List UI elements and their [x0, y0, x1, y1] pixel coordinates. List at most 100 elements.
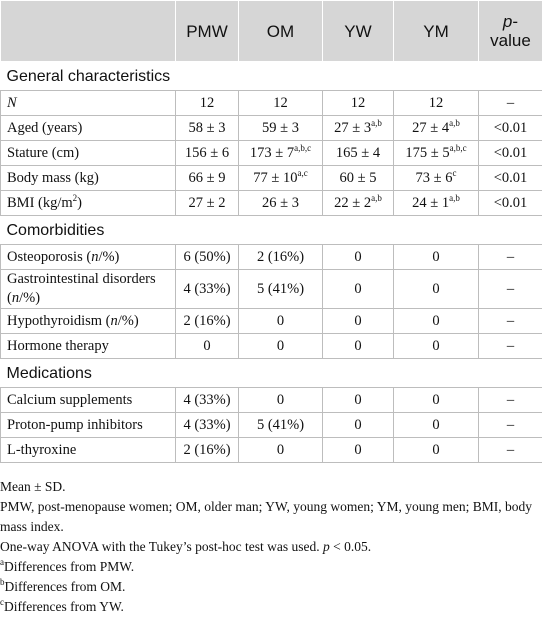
data-row: Hormone therapy 0 0 0 0 –	[0, 333, 542, 359]
text: 0	[203, 337, 211, 354]
value-cell: 12	[322, 90, 394, 116]
superscript: a,b	[449, 117, 460, 128]
value-cell: 0	[322, 412, 394, 438]
column-header: YM	[393, 0, 479, 62]
text: 0	[354, 441, 362, 458]
text: L-thyroxine	[7, 441, 77, 458]
text: Gastrointestinal disorders (	[7, 271, 156, 306]
value-cell: –	[478, 387, 542, 413]
text: Differences from YW.	[4, 599, 124, 614]
section-title: General characteristics	[0, 61, 542, 91]
footnote: bDifferences from OM.	[0, 577, 542, 597]
text: –	[506, 280, 515, 297]
data-row: Calcium supplements 4 (33%) 0 0 0 –	[0, 387, 542, 413]
text: p	[323, 539, 330, 554]
text: Calcium supplements	[7, 391, 133, 408]
value-cell: –	[478, 308, 542, 334]
text: 0	[432, 416, 440, 433]
value-cell: 27 ± 4a,b	[393, 115, 479, 141]
value-cell: 22 ± 2a,b	[322, 190, 394, 216]
value-cell: –	[478, 333, 542, 359]
value-cell: –	[478, 437, 542, 463]
data-row: L-thyroxine 2 (16%) 0 0 0 –	[0, 437, 542, 463]
value-cell: 0	[322, 269, 394, 309]
value-cell: 5 (41%)	[238, 412, 323, 438]
text: 0	[432, 248, 440, 265]
superscript: a,c	[297, 167, 308, 178]
footnote: PMW, post-menopause women; OM, older man…	[0, 497, 542, 537]
value-cell: 12	[175, 90, 239, 116]
value-cell: –	[478, 90, 542, 116]
text: 2 (16%)	[183, 312, 231, 329]
text: 0	[354, 248, 362, 265]
text: 0	[354, 312, 362, 329]
value-cell: <0.01	[478, 115, 542, 141]
section-row: Medications	[0, 358, 542, 388]
text: n	[110, 312, 118, 329]
value-cell: –	[478, 244, 542, 270]
text: –	[506, 441, 515, 458]
header-cell	[0, 0, 176, 62]
text: 0	[354, 416, 362, 433]
text: Comorbidities	[6, 221, 105, 239]
text: 73 ± 6	[415, 169, 453, 186]
value-cell: 0	[322, 244, 394, 270]
text: 0	[354, 337, 362, 354]
text: Stature (cm)	[7, 144, 80, 161]
text: 58 ± 3	[188, 119, 226, 136]
footnote: Mean ± SD.	[0, 477, 542, 497]
text: –	[506, 416, 515, 433]
column-header: OM	[238, 0, 323, 62]
text: Differences from OM.	[4, 579, 126, 594]
text: <0.01	[493, 144, 528, 161]
text: 27 ± 2	[188, 194, 226, 211]
text: 4 (33%)	[183, 280, 231, 297]
value-cell: 5 (41%)	[238, 269, 323, 309]
column-header: p-value	[478, 0, 542, 62]
value-cell: 0	[393, 412, 479, 438]
row-label: L-thyroxine	[0, 437, 176, 463]
superscript: a,b	[371, 192, 382, 203]
value-cell: 24 ± 1a,b	[393, 190, 479, 216]
text: 0	[276, 441, 285, 458]
value-cell: 27 ± 3a,b	[322, 115, 394, 141]
value-cell: 156 ± 6	[175, 140, 239, 166]
text: 4 (33%)	[183, 391, 231, 408]
text: 0	[276, 337, 285, 354]
value-cell: 0	[393, 437, 479, 463]
data-table: PMW OM YW YM p-value General characteristics…	[0, 0, 542, 463]
value-cell: 0	[322, 437, 394, 463]
text: YW	[344, 21, 372, 41]
superscript: a,b,c	[294, 142, 312, 153]
row-label: N	[0, 90, 176, 116]
value-cell: 0	[393, 269, 479, 309]
text: Proton-pump inhibitors	[7, 416, 143, 433]
text: )	[77, 194, 82, 211]
text: /%)	[98, 248, 120, 265]
text: –	[506, 312, 515, 329]
text: YM	[423, 21, 449, 41]
text: 27 ± 4	[412, 119, 450, 136]
value-cell: 27 ± 2	[175, 190, 239, 216]
text: 6 (50%)	[183, 248, 231, 265]
text: <0.01	[493, 194, 528, 211]
text: –	[506, 337, 515, 354]
text: Hormone therapy	[7, 337, 109, 354]
superscript: c	[0, 597, 4, 607]
superscript: a,b,c	[449, 142, 467, 153]
text: PMW	[186, 21, 228, 41]
text: 4 (33%)	[183, 416, 231, 433]
footnote: aDifferences from PMW.	[0, 557, 542, 577]
text: 0	[276, 391, 285, 408]
value-cell: 12	[238, 90, 323, 116]
text: 175 ± 5	[405, 144, 450, 161]
value-cell: 0	[238, 387, 323, 413]
column-header: PMW	[175, 0, 239, 62]
text: Osteoporosis (	[7, 248, 92, 265]
data-row: N 12 12 12 12 –	[0, 90, 542, 116]
superscript: a	[0, 557, 4, 567]
text: BMI (kg/m	[7, 194, 73, 211]
text: OM	[266, 21, 295, 41]
text: 0	[432, 337, 440, 354]
value-cell: –	[478, 412, 542, 438]
